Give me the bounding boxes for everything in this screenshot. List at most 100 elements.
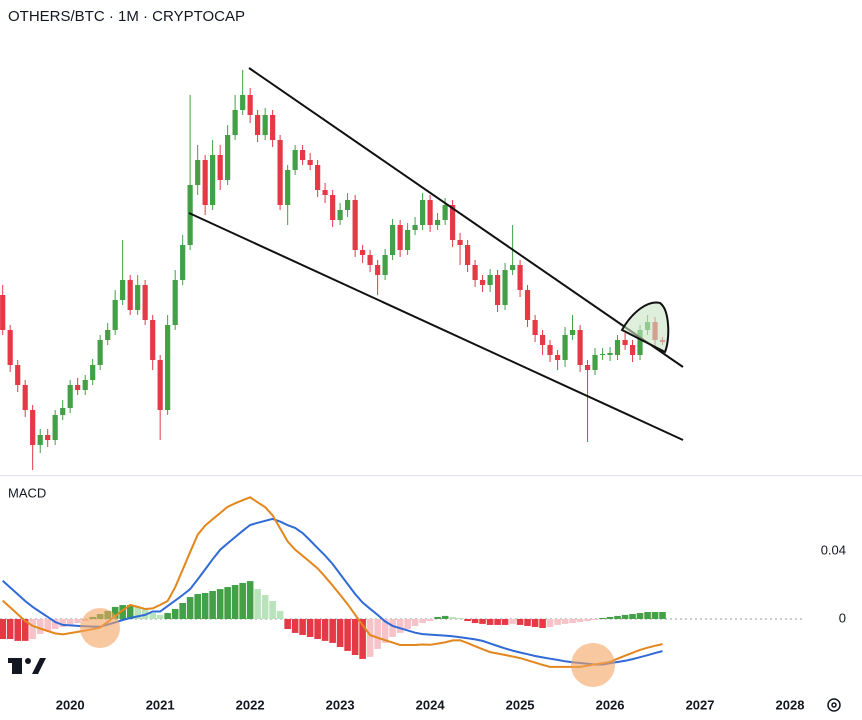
x-tick-label: 2027: [686, 697, 715, 712]
histogram-bar: [659, 612, 666, 619]
candle-body: [622, 340, 628, 345]
candle-body: [30, 410, 36, 445]
candle-body: [217, 155, 223, 180]
histogram-bar: [599, 617, 606, 619]
candle-body: [434, 220, 441, 225]
x-tick-label: 2020: [56, 697, 85, 712]
candle-body: [150, 320, 156, 360]
breakout-highlight: [620, 301, 670, 354]
histogram-bar: [29, 618, 36, 640]
candle-body: [210, 155, 216, 205]
candle-body: [472, 265, 478, 280]
histogram-bar: [644, 612, 651, 619]
candle-body: [60, 408, 66, 415]
x-tick-label: 2028: [776, 697, 805, 712]
histogram-bar: [591, 618, 599, 620]
histogram-bar: [231, 585, 239, 619]
candle-body: [307, 160, 313, 165]
histogram-bar: [336, 618, 344, 648]
candle-body: [607, 353, 613, 355]
histogram-bar: [636, 613, 644, 619]
histogram-bar: [614, 615, 621, 619]
histogram-bar: [569, 618, 576, 624]
candle-body: [457, 240, 463, 245]
x-tick-label: 2023: [326, 697, 355, 712]
histogram-bar: [651, 612, 659, 619]
candle-body: [389, 225, 396, 255]
candle-body: [285, 170, 291, 205]
histogram-bar: [539, 618, 546, 628]
candle-body: [270, 115, 276, 140]
settings-icon[interactable]: [827, 698, 841, 712]
candle-body: [352, 200, 358, 250]
histogram-bar: [284, 618, 291, 630]
histogram-bar: [299, 618, 306, 635]
histogram-bar: [164, 613, 171, 619]
candle-body: [412, 225, 418, 230]
histogram-bar: [239, 582, 246, 619]
histogram-bar: [216, 589, 224, 619]
histogram-bar: [201, 592, 209, 619]
histogram-bar: [51, 618, 59, 630]
histogram-bar: [119, 605, 126, 619]
candle-body: [375, 265, 381, 275]
candle-body: [524, 290, 531, 320]
candle-body: [344, 200, 351, 210]
histogram-bar: [74, 618, 81, 624]
histogram-bar: [344, 618, 351, 651]
candle-body: [599, 354, 606, 355]
histogram-bar: [224, 587, 231, 619]
histogram-bar: [6, 618, 14, 640]
candle-body: [487, 275, 493, 285]
candle-body: [232, 110, 238, 135]
x-tick-label: 2022: [236, 697, 265, 712]
candle-body: [532, 320, 538, 335]
candle-body: [397, 225, 403, 250]
candle-body: [442, 205, 448, 220]
indicator-title: MACD: [8, 485, 46, 500]
candle-body: [555, 355, 561, 360]
histogram-bar: [554, 618, 561, 625]
histogram-bar: [306, 618, 314, 637]
histogram-bar: [36, 618, 44, 634]
candle-body: [75, 385, 81, 390]
histogram-bar: [419, 618, 426, 624]
candle-body: [427, 200, 433, 225]
candle-body: [517, 265, 523, 290]
candle-body: [277, 140, 283, 205]
histogram-bar: [396, 618, 404, 633]
candle-body: [15, 365, 21, 385]
candle-body: [322, 190, 328, 195]
candle-body: [105, 330, 111, 340]
candle-body: [547, 345, 553, 355]
candle-body: [360, 250, 366, 255]
candle-body: [180, 245, 186, 280]
histogram-bar: [404, 618, 411, 630]
histogram-bar: [21, 618, 29, 641]
y-tick-label: 0: [839, 610, 846, 625]
histogram-bar: [194, 594, 201, 619]
candle-body: [382, 255, 388, 275]
candle-body: [22, 385, 28, 410]
candle-body: [172, 280, 178, 325]
candle-body: [562, 335, 568, 360]
histogram-bar: [366, 618, 374, 657]
cross-highlight: [80, 608, 120, 648]
candle-body: [577, 330, 583, 365]
histogram-bar: [314, 618, 321, 640]
histogram-bar: [441, 615, 449, 619]
candle-body: [330, 195, 336, 220]
candle-body: [225, 135, 231, 180]
histogram-bar: [561, 618, 569, 624]
candle-body: [90, 365, 96, 380]
histogram-bar: [66, 618, 74, 625]
histogram-bar: [389, 618, 396, 637]
candle-body: [502, 270, 508, 305]
price-pane: [0, 70, 666, 470]
candle-body: [299, 150, 306, 160]
candle-body: [494, 275, 501, 305]
candle-body: [592, 355, 598, 370]
histogram-bar: [291, 618, 299, 633]
histogram-bar: [479, 618, 486, 624]
candle-body: [202, 160, 208, 205]
